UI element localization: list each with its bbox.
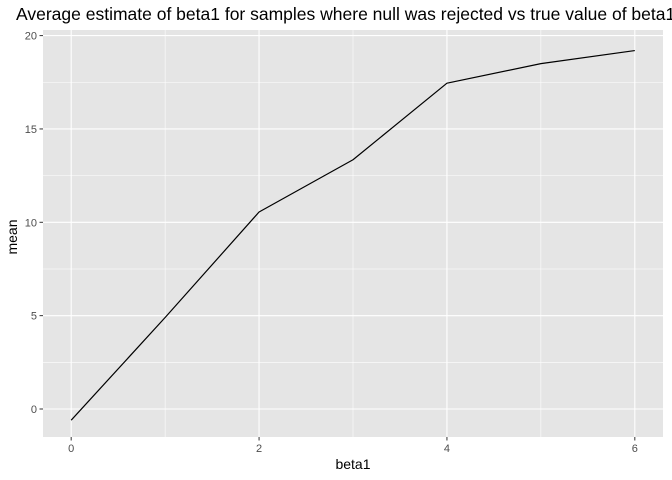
y-axis: 0 5 10 15 20 [25, 31, 43, 416]
chart-title: Average estimate of beta1 for samples wh… [16, 4, 672, 24]
x-axis-title: beta1 [335, 456, 370, 472]
x-tick-label: 2 [256, 443, 262, 455]
y-axis-title: mean [4, 219, 20, 254]
x-axis: 0 2 4 6 [68, 437, 638, 455]
x-tick-label: 0 [68, 443, 74, 455]
y-tick-label: 5 [31, 311, 37, 323]
y-tick-label: 0 [31, 404, 37, 416]
y-tick-label: 15 [25, 124, 37, 136]
y-tick-label: 20 [25, 31, 37, 43]
plot-panel [43, 30, 663, 437]
series-line [70, 49, 635, 421]
x-tick-label: 4 [444, 443, 450, 455]
y-tick-label: 10 [25, 217, 37, 229]
x-tick-label: 6 [632, 443, 638, 455]
